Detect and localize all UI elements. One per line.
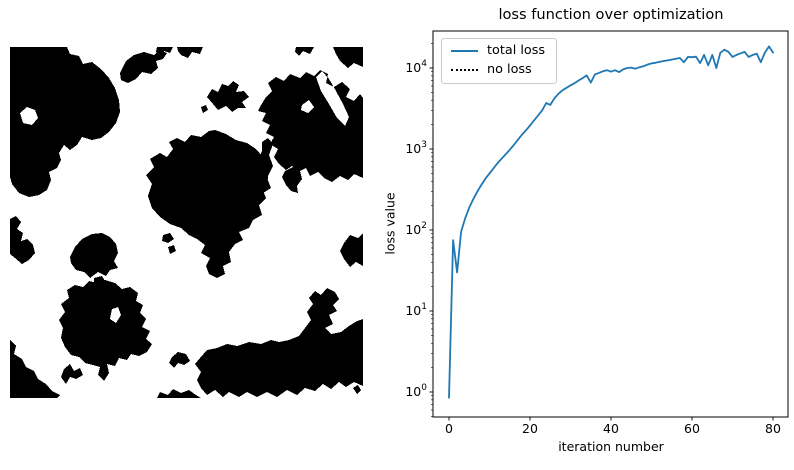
no-loss-line-swatch (451, 69, 478, 72)
binary-mask-image (10, 47, 363, 398)
chart-title: loss function over optimization (498, 6, 724, 23)
x-tick-label: 40 (603, 421, 619, 436)
y-tick-label: 104 (405, 59, 427, 75)
total-loss-line-swatch (451, 50, 478, 53)
x-tick-label: 80 (765, 421, 781, 436)
legend-entry-no-loss: no loss (451, 62, 545, 78)
legend: total loss no loss (441, 38, 558, 85)
legend-label: no loss (487, 62, 532, 78)
x-tick-label: 0 (445, 421, 453, 436)
y-tick-label: 103 (405, 140, 427, 156)
total-loss-curve (448, 45, 774, 399)
legend-entry-total-loss: total loss (451, 43, 546, 58)
axes-spines (432, 30, 789, 418)
y-tick-label: 102 (405, 221, 427, 237)
y-tick-label: 101 (405, 302, 427, 318)
x-tick-label: 20 (522, 421, 538, 436)
y-axis-label: loss value (382, 192, 398, 255)
y-tick-label: 100 (405, 383, 427, 399)
x-tick-label: 60 (684, 421, 700, 436)
x-axis-label: iteration number (558, 439, 664, 454)
mask-blobs (10, 47, 363, 398)
legend-label: total loss (487, 43, 546, 58)
